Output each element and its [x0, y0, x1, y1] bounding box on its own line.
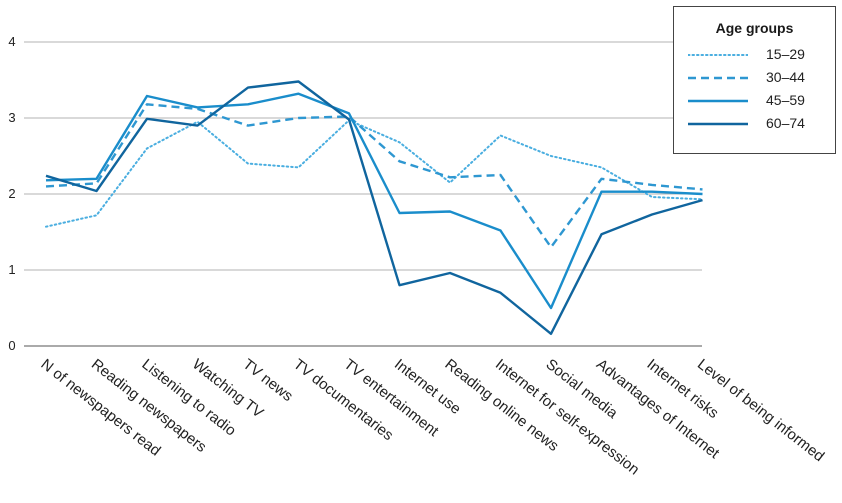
legend: Age groups 15–29 30–44 45–59 60–74 [673, 6, 836, 154]
legend-item-60-74: 60–74 [688, 114, 828, 134]
legend-swatch-60-74 [688, 122, 748, 126]
legend-item-30-44: 30–44 [688, 68, 828, 88]
y-tick-label: 1 [8, 262, 15, 277]
legend-swatch-45-59 [688, 99, 748, 103]
y-tick-label: 0 [8, 338, 15, 353]
legend-label-15-29: 15–29 [766, 46, 805, 62]
series-line-30-44 [45, 103, 703, 249]
series-line-15-29 [45, 119, 704, 228]
y-tick-label: 4 [8, 34, 15, 49]
legend-label-60-74: 60–74 [766, 115, 805, 131]
gridlines [24, 41, 702, 347]
legend-swatch-30-44 [688, 76, 748, 80]
y-tick-label: 3 [8, 110, 15, 125]
series-lines [45, 80, 704, 335]
legend-item-15-29: 15–29 [688, 45, 828, 65]
y-tick-label: 2 [8, 186, 15, 201]
series-line-45-59 [45, 92, 703, 310]
legend-swatch-15-29 [688, 54, 748, 56]
series-line-60-74 [45, 80, 703, 335]
legend-label-30-44: 30–44 [766, 69, 805, 85]
y-axis-ticks: 0 1 2 3 4 [8, 34, 15, 353]
legend-title: Age groups [715, 20, 794, 36]
legend-label-45-59: 45–59 [766, 92, 805, 108]
legend-item-45-59: 45–59 [688, 91, 828, 111]
